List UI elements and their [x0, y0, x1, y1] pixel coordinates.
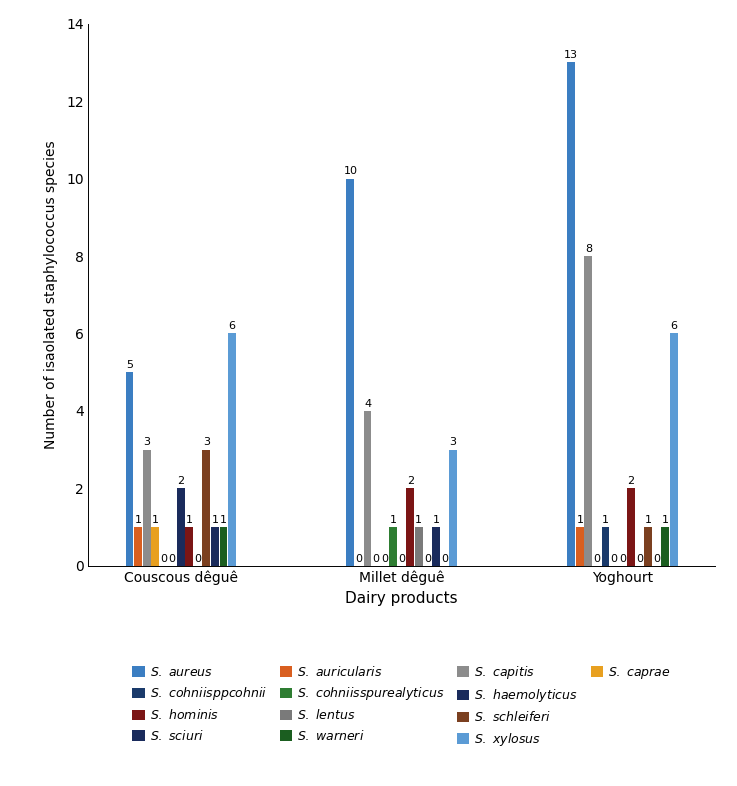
Bar: [584, 256, 593, 566]
Bar: [627, 488, 635, 566]
Text: 1: 1: [186, 515, 193, 525]
Text: 0: 0: [636, 553, 643, 564]
Bar: [134, 527, 142, 566]
Bar: [220, 527, 228, 566]
Text: 1: 1: [220, 515, 227, 525]
Text: 1: 1: [602, 515, 609, 525]
Bar: [211, 527, 219, 566]
Text: 3: 3: [143, 437, 150, 447]
Text: 0: 0: [653, 553, 660, 564]
Text: 1: 1: [576, 515, 584, 525]
Text: 0: 0: [593, 553, 601, 564]
Bar: [203, 450, 210, 566]
Bar: [177, 488, 185, 566]
Bar: [143, 450, 150, 566]
Text: 6: 6: [228, 321, 236, 331]
Text: 3: 3: [450, 437, 456, 447]
Text: 3: 3: [203, 437, 210, 447]
Bar: [406, 488, 414, 566]
Text: 0: 0: [169, 553, 175, 564]
Text: 2: 2: [627, 476, 635, 486]
Text: 0: 0: [381, 553, 388, 564]
Text: 1: 1: [152, 515, 158, 525]
Text: 0: 0: [424, 553, 431, 564]
X-axis label: Dairy products: Dairy products: [346, 591, 458, 606]
Legend: $\it{S.}$ $\it{aureus}$, $\it{S.}$ $\it{cohnii spp cohnii}$, $\it{S.}$ $\it{homi: $\it{S.}$ $\it{aureus}$, $\it{S.}$ $\it{…: [128, 659, 676, 753]
Text: 10: 10: [343, 166, 357, 176]
Text: 0: 0: [160, 553, 167, 564]
Bar: [346, 178, 354, 566]
Text: 1: 1: [433, 515, 439, 525]
Bar: [363, 411, 371, 566]
Text: 13: 13: [565, 50, 579, 60]
Text: 5: 5: [126, 360, 133, 370]
Text: 0: 0: [372, 553, 380, 564]
Text: 1: 1: [390, 515, 397, 525]
Bar: [661, 527, 669, 566]
Text: 0: 0: [398, 553, 405, 564]
Bar: [576, 527, 584, 566]
Bar: [228, 333, 236, 566]
Y-axis label: Number of isaolated staphylococcus species: Number of isaolated staphylococcus speci…: [43, 141, 57, 449]
Text: 0: 0: [195, 553, 201, 564]
Bar: [432, 527, 440, 566]
Text: 8: 8: [585, 244, 592, 254]
Text: 6: 6: [671, 321, 677, 331]
Text: 1: 1: [415, 515, 422, 525]
Text: 1: 1: [645, 515, 652, 525]
Bar: [644, 527, 652, 566]
Text: 1: 1: [662, 515, 668, 525]
Bar: [567, 62, 576, 566]
Text: 1: 1: [212, 515, 218, 525]
Bar: [601, 527, 609, 566]
Bar: [125, 373, 133, 566]
Text: 0: 0: [619, 553, 626, 564]
Bar: [389, 527, 397, 566]
Text: 0: 0: [610, 553, 618, 564]
Text: 2: 2: [177, 476, 184, 486]
Text: 0: 0: [441, 553, 448, 564]
Bar: [415, 527, 423, 566]
Bar: [449, 450, 457, 566]
Text: 0: 0: [355, 553, 363, 564]
Text: 1: 1: [135, 515, 142, 525]
Bar: [185, 527, 193, 566]
Bar: [151, 527, 159, 566]
Bar: [670, 333, 678, 566]
Text: 2: 2: [407, 476, 413, 486]
Text: 4: 4: [364, 399, 371, 409]
